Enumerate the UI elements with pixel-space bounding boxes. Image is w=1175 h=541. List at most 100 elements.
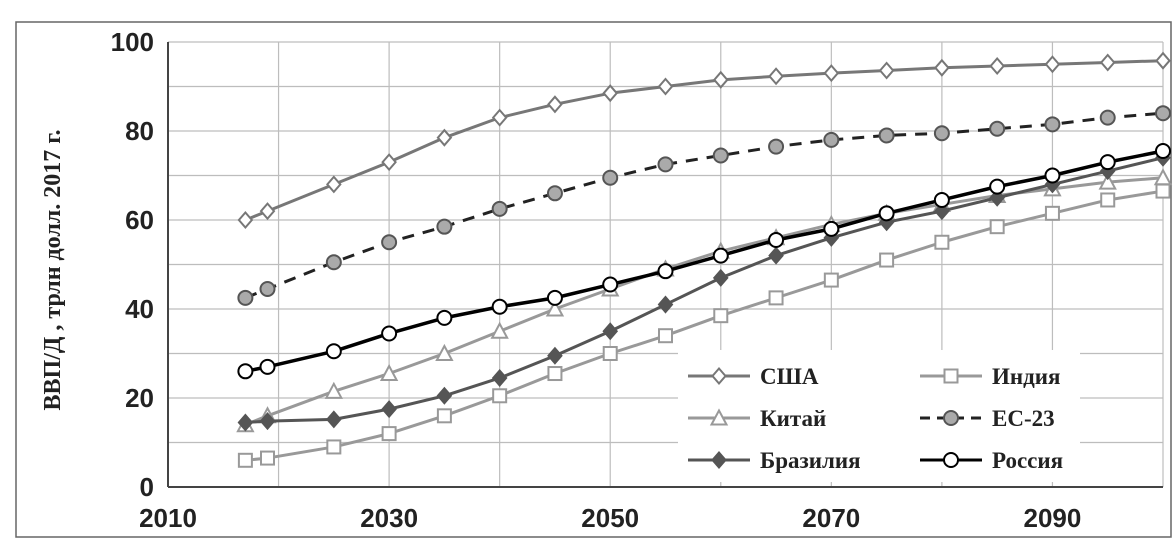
x-tick-label: 2090 — [1024, 503, 1082, 533]
data-point — [1155, 183, 1171, 199]
data-point — [934, 234, 950, 250]
data-point — [989, 57, 1005, 76]
data-point — [1044, 205, 1060, 221]
data-point — [933, 191, 950, 208]
series-line — [244, 111, 1164, 300]
data-point — [545, 299, 565, 317]
y-tick-label: 0 — [140, 472, 154, 502]
x-tick-labels: 2010 2030 2050 2070 2090 — [139, 503, 1081, 533]
legend-marker — [943, 452, 959, 468]
data-point — [768, 138, 785, 155]
data-point — [547, 95, 563, 114]
data-point — [237, 413, 254, 432]
legend-marker — [709, 408, 729, 426]
data-point — [436, 408, 452, 424]
data-point — [492, 388, 508, 404]
legend-item: Россия — [920, 448, 1063, 473]
data-point — [379, 363, 399, 382]
data-point — [491, 368, 508, 388]
y-tick-label: 40 — [125, 294, 154, 324]
x-tick-label: 2010 — [139, 503, 197, 533]
y-axis-title: ВВП/Д , трлн долл. 2017 г. — [40, 130, 66, 411]
legend-label: ЕС-23 — [992, 406, 1055, 431]
series-line — [244, 59, 1164, 222]
legend-label: США — [760, 364, 819, 389]
data-point — [325, 254, 342, 271]
data-point — [381, 400, 397, 419]
data-point — [436, 218, 453, 235]
data-point — [259, 280, 276, 297]
x-tick-label: 2050 — [581, 503, 639, 533]
data-point — [989, 178, 1006, 195]
x-tick-label: 2030 — [360, 503, 418, 533]
data-point — [823, 220, 840, 237]
data-point — [989, 188, 1005, 207]
legend-label: Китай — [760, 406, 826, 431]
series-бразилия — [237, 148, 1171, 432]
data-point — [546, 289, 563, 306]
series-ес-23 — [237, 105, 1171, 306]
data-point — [326, 175, 342, 194]
data-point — [712, 147, 729, 164]
legend-marker — [943, 410, 959, 426]
data-point — [878, 127, 895, 144]
data-point — [490, 321, 509, 339]
data-point — [602, 346, 618, 361]
data-point — [989, 219, 1005, 235]
data-point — [1044, 116, 1061, 133]
legend-item: Индия — [920, 364, 1060, 389]
legend-item: Китай — [688, 406, 826, 431]
data-point — [381, 426, 397, 442]
series-россия — [237, 143, 1171, 380]
data-point — [878, 61, 895, 80]
data-point — [491, 200, 508, 217]
data-point — [381, 153, 397, 172]
legend-marker — [711, 366, 727, 386]
legend-item: Бразилия — [688, 448, 861, 473]
data-point — [326, 410, 342, 429]
data-point — [657, 77, 674, 96]
data-point — [436, 386, 453, 405]
data-point — [823, 272, 839, 288]
data-point — [933, 125, 950, 142]
data-point — [712, 247, 729, 264]
data-point — [435, 343, 454, 361]
data-point — [436, 309, 453, 326]
data-point — [491, 108, 508, 127]
data-point — [657, 263, 674, 280]
data-point — [1099, 109, 1116, 126]
series-line — [245, 149, 1164, 374]
data-point — [602, 276, 619, 293]
data-point — [237, 363, 254, 380]
data-point — [259, 412, 276, 431]
legend-item: ЕС-23 — [920, 406, 1055, 431]
legend-label: Бразилия — [760, 448, 861, 473]
data-point — [768, 67, 784, 86]
data-point — [326, 439, 342, 455]
y-tick-label: 60 — [125, 205, 154, 235]
series-индия — [237, 183, 1171, 468]
data-point — [602, 84, 619, 103]
data-point — [1099, 53, 1116, 72]
data-point — [1099, 154, 1116, 171]
legend-marker — [943, 368, 959, 384]
series-сша — [237, 51, 1171, 230]
axes — [167, 42, 1163, 488]
data-point — [381, 325, 398, 342]
data-point — [436, 128, 453, 147]
data-point — [934, 58, 950, 77]
data-point — [879, 252, 895, 268]
y-tick-labels: 0 20 40 60 80 100 — [111, 27, 154, 502]
data-point — [768, 290, 784, 306]
data-point — [934, 202, 950, 221]
data-point — [1155, 143, 1171, 160]
data-point — [712, 70, 729, 89]
data-point — [237, 210, 254, 230]
data-point — [237, 452, 253, 468]
data-point — [1098, 172, 1117, 190]
data-point — [325, 343, 342, 360]
legend: США Индия Китай ЕС-23 Бразилия Россия — [678, 350, 1080, 482]
data-point — [768, 246, 784, 265]
y-tick-label: 100 — [111, 27, 154, 57]
